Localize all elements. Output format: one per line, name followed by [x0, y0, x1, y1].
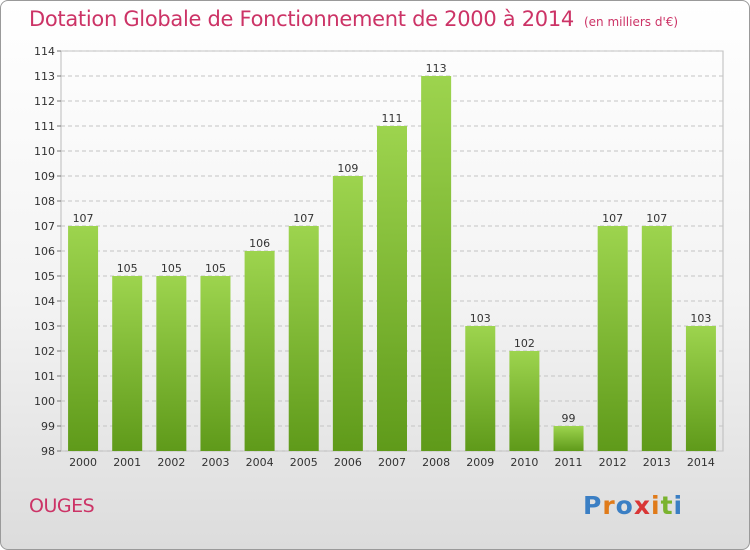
- bar: [244, 251, 275, 451]
- data-label: 105: [117, 262, 138, 275]
- logo-letter: i: [673, 491, 684, 520]
- data-label: 113: [426, 62, 447, 75]
- y-tick-label: 99: [41, 420, 55, 433]
- data-label: 107: [293, 212, 314, 225]
- x-tick-label: 2005: [290, 456, 318, 469]
- commune-name: OUGES: [29, 495, 95, 517]
- data-label: 106: [249, 237, 270, 250]
- y-tick-label: 98: [41, 445, 55, 458]
- y-tick-label: 107: [34, 220, 55, 233]
- x-tick-label: 2002: [157, 456, 185, 469]
- bar: [288, 226, 319, 451]
- y-tick-label: 108: [34, 195, 55, 208]
- x-tick-label: 2012: [599, 456, 627, 469]
- x-tick-label: 2001: [113, 456, 141, 469]
- y-tick-label: 100: [34, 395, 55, 408]
- data-label: 103: [470, 312, 491, 325]
- bar: [68, 226, 99, 451]
- bar: [332, 176, 363, 451]
- x-tick-label: 2010: [510, 456, 538, 469]
- bar: [200, 276, 231, 451]
- data-label: 111: [382, 112, 403, 125]
- y-axis: 98 99 100 101 102 103 104 105 106 107 108 109 110 111…: [34, 45, 55, 458]
- bar: [377, 126, 407, 451]
- bar: [465, 326, 496, 451]
- logo-letter: x: [633, 491, 651, 520]
- data-label: 107: [73, 212, 94, 225]
- y-tick-label: 112: [34, 95, 55, 108]
- y-tick-label: 102: [34, 345, 55, 358]
- y-tick-label: 109: [34, 170, 55, 183]
- x-tick-label: 2014: [687, 456, 715, 469]
- data-label: 99: [562, 412, 576, 425]
- bar: [112, 276, 143, 451]
- x-tick-label: 2007: [378, 456, 406, 469]
- x-tick-label: 2003: [201, 456, 229, 469]
- data-label: 105: [161, 262, 182, 275]
- y-tick-label: 111: [34, 120, 55, 133]
- logo-letter: i: [651, 491, 661, 520]
- chart-subtitle: (en milliers d'€): [583, 15, 679, 29]
- data-label: 107: [646, 212, 667, 225]
- chart-title: Dotation Globale de Fonctionnement de 20…: [29, 7, 678, 31]
- title-text: Dotation Globale de Fonctionnement de 20…: [29, 7, 574, 31]
- y-tick-label: 110: [34, 145, 55, 158]
- x-tick-label: 2009: [466, 456, 494, 469]
- data-label: 107: [602, 212, 623, 225]
- y-tick-label: 105: [34, 270, 55, 283]
- logo-letter: o: [615, 491, 634, 520]
- x-axis: 2000 2001 2002 2003 2004 2005 2006 2007 2008 2009…: [69, 456, 715, 469]
- bar: [641, 226, 672, 451]
- bar: [509, 351, 540, 451]
- x-tick-label: 2004: [246, 456, 274, 469]
- data-label: 103: [690, 312, 711, 325]
- bar: [685, 326, 716, 451]
- data-labels: 107 105 105 105 106 107 109 111 113 103 102 99 107 10…: [73, 62, 712, 425]
- x-tick-label: 2006: [334, 456, 362, 469]
- y-tick-label: 103: [34, 320, 55, 333]
- proxiti-logo: Proxiti: [583, 491, 683, 520]
- y-tick-label: 104: [34, 295, 55, 308]
- y-tick-label: 114: [34, 45, 55, 58]
- y-tick-label: 101: [34, 370, 55, 383]
- x-tick-label: 2000: [69, 456, 97, 469]
- bars: [68, 76, 716, 451]
- bar: [597, 226, 628, 451]
- bar: [156, 276, 187, 451]
- logo-letter: r: [602, 491, 616, 520]
- logo-letter: t: [660, 491, 674, 520]
- x-tick-label: 2008: [422, 456, 450, 469]
- x-tick-label: 2013: [643, 456, 671, 469]
- bar: [421, 76, 452, 451]
- y-tick-label: 106: [34, 245, 55, 258]
- data-label: 109: [337, 162, 358, 175]
- bar: [553, 426, 584, 451]
- data-label: 105: [205, 262, 226, 275]
- data-label: 102: [514, 337, 535, 350]
- y-tick-label: 113: [34, 70, 55, 83]
- x-tick-label: 2011: [555, 456, 583, 469]
- logo-letter: P: [583, 491, 603, 520]
